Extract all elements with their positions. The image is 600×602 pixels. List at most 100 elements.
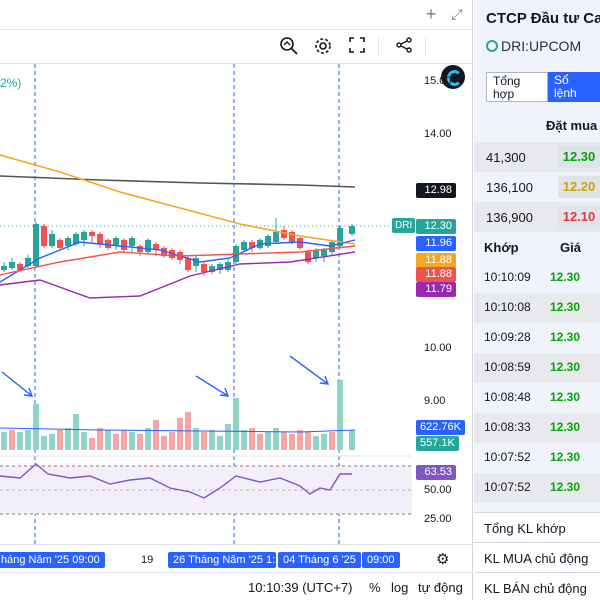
volume-bar [313, 436, 319, 450]
clock-label: 10:10:39 (UTC+7) [248, 580, 353, 595]
candle-body [349, 226, 355, 234]
time-axis[interactable]: háng Năm '25 09:00 19 26 Tháng Năm '25 1… [0, 544, 473, 572]
symbol-tag: DRI [392, 218, 416, 233]
expand-icon[interactable]: ⤢ [451, 6, 463, 22]
ma-long-line [0, 175, 356, 188]
orderbook-volume: 136,900 [486, 210, 533, 225]
ma-blue-line [0, 239, 356, 283]
trade-row: 10:09:28 12.30 [474, 323, 600, 353]
candle-body [25, 258, 31, 266]
ma-red-line [0, 245, 356, 276]
chart-panel[interactable]: + ⤢ 2%) 15.00 14.00 10.00 9.00 25.00 50.… [0, 0, 473, 600]
orderbook-price: 12.10 [558, 206, 600, 228]
volume-bar [273, 428, 279, 450]
price-tag: 12.98 [416, 183, 456, 198]
fullscreen-icon[interactable] [346, 36, 368, 58]
symbol-label[interactable]: DRI:UPCOM [486, 38, 581, 54]
company-title: CTCP Đầu tư Ca. [486, 10, 600, 27]
auto-toggle[interactable]: tự động [418, 580, 463, 595]
gear-icon[interactable] [312, 36, 334, 58]
volume-ma-line [0, 427, 356, 433]
candle-body [217, 264, 223, 270]
time-label-right: 09:00 [362, 552, 400, 568]
candle-body [185, 258, 191, 270]
price-tag: 11.88 [416, 253, 456, 268]
orderbook-row[interactable]: 41,300 12.30 [474, 142, 600, 172]
tab-summary[interactable]: Tổng hợp [486, 72, 548, 102]
volume-bar [89, 438, 95, 450]
trade-price: 12.30 [550, 450, 581, 464]
volume-bar [225, 424, 231, 450]
trades-header-price: Giá [560, 240, 581, 255]
share-icon[interactable] [393, 36, 415, 58]
brand-logo[interactable] [441, 65, 465, 89]
candle-body [73, 234, 79, 244]
candle-body [89, 232, 95, 236]
log-toggle[interactable]: log [391, 580, 409, 595]
annotation-arrow [1, 371, 33, 397]
volume-bar [81, 432, 87, 450]
trade-time: 10:10:09 [484, 270, 531, 284]
candle-body [81, 232, 87, 240]
axis-tick: 25.00 [424, 513, 452, 525]
candle-body [17, 264, 23, 270]
volume-bar [73, 414, 79, 450]
candle-body [137, 246, 143, 252]
summary-label: Tổng KL khớp [484, 521, 566, 536]
time-label-selected: 04 Tháng 6 '25 [278, 552, 361, 568]
arrow-head [23, 387, 34, 397]
volume-bar [25, 430, 31, 450]
ma-purple-line [0, 251, 356, 299]
candle-body [1, 266, 7, 270]
candle-body [337, 228, 343, 246]
volume-bar [233, 398, 239, 450]
volume-bar [201, 432, 207, 450]
candle-body [329, 242, 335, 252]
candle-body [321, 250, 327, 256]
price-chart[interactable] [0, 64, 412, 544]
volume-bar [49, 434, 55, 450]
percent-toggle[interactable]: % [369, 580, 381, 595]
orderbook-row[interactable]: 136,100 12.20 [474, 172, 600, 202]
tab-orderbook[interactable]: Sổ lệnh [548, 72, 600, 102]
candle-body [57, 240, 63, 248]
zoom-icon[interactable] [278, 36, 300, 58]
candle-body [265, 236, 271, 246]
summary-row: KL MUA chủ động [474, 542, 600, 572]
axis-tick: 9.00 [424, 395, 446, 407]
trade-time: 10:07:52 [484, 450, 531, 464]
candle-body [49, 234, 55, 246]
axis-tick: 15.00 [424, 75, 452, 87]
arrow-head [219, 387, 230, 397]
candle-body [145, 240, 151, 252]
price-axis[interactable]: 15.00 14.00 10.00 9.00 25.00 50.00 12.98… [412, 64, 473, 544]
orderbook-header: Đặt mua [546, 118, 598, 133]
plus-icon[interactable]: + [425, 4, 437, 24]
volume-bar [281, 432, 287, 450]
trades-header-time: Khớp [484, 240, 519, 255]
trade-price: 12.30 [550, 300, 581, 314]
annotation-arrow [289, 355, 329, 385]
candle-body [281, 230, 287, 238]
symbol-text: DRI:UPCOM [501, 38, 582, 54]
volume-bar [193, 428, 199, 450]
volume-bar [289, 434, 295, 450]
time-label-selected: 26 Tháng Năm '25 1: [168, 552, 276, 568]
volume-bar [113, 434, 119, 450]
axis-settings-icon[interactable]: ⚙ [436, 551, 450, 568]
volume-bar [169, 432, 175, 450]
candle-body [97, 234, 103, 244]
volume-bar [337, 380, 343, 450]
trade-price: 12.30 [550, 270, 581, 284]
volume-bar [33, 404, 39, 450]
trade-row: 10:08:48 12.30 [474, 383, 600, 413]
arrow-head [319, 375, 330, 385]
price-tag: 11.88 [416, 267, 456, 282]
candle-body [153, 244, 159, 250]
summary-row: Tổng KL khớp [474, 512, 600, 542]
top-strip: + ⤢ [0, 0, 473, 30]
toolbar-separator [378, 38, 379, 56]
volume-bar [329, 432, 335, 450]
orderbook-row[interactable]: 136,900 12.10 [474, 202, 600, 232]
candle-body [313, 250, 319, 258]
